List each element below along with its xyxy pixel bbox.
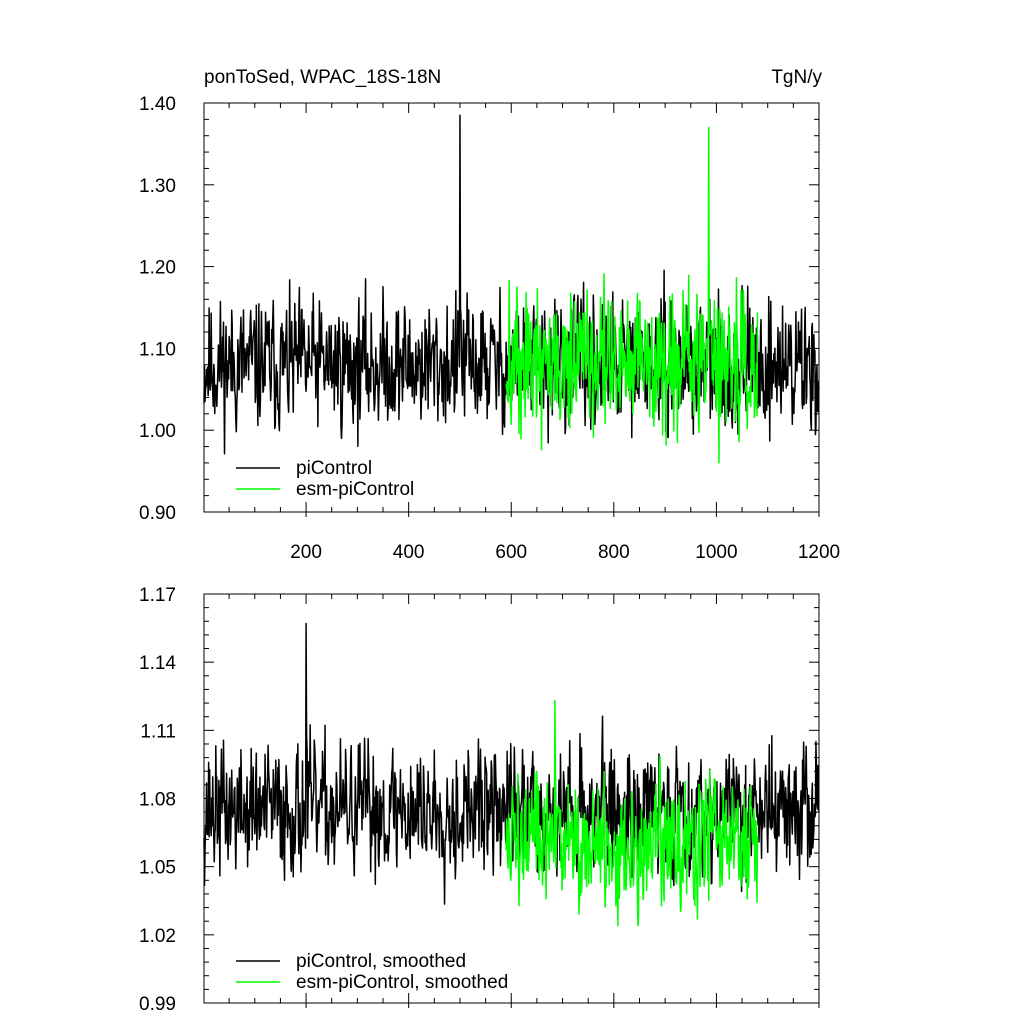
y-tick-label: 1.40 xyxy=(139,94,176,115)
y-tick-label: 1.14 xyxy=(139,653,176,674)
legend-label-picontrol: piControl xyxy=(296,458,372,479)
bottom-series-esm-picontrol-smoothed xyxy=(505,700,759,927)
y-tick-label: 1.08 xyxy=(139,790,176,811)
y-tick-label: 1.20 xyxy=(139,258,176,279)
bottom-panel: 0.99 1.02 1.05 1.08 1.11 1.14 1.17 piControl, … xyxy=(139,585,820,1015)
top-title-right: TgN/y xyxy=(771,67,822,88)
legend-label-esm-picontrol: esm-piControl xyxy=(296,479,414,500)
y-tick-label: 1.10 xyxy=(139,339,176,360)
x-tick-label: 600 xyxy=(495,542,527,563)
x-tick-label: 800 xyxy=(598,542,630,563)
legend-label-esm-picontrol-smoothed: esm-piControl, smoothed xyxy=(296,972,508,993)
top-series-group xyxy=(203,114,820,464)
x-tick-label: 400 xyxy=(393,542,425,563)
x-tick-label: 1000 xyxy=(695,542,737,563)
y-tick-label: 1.30 xyxy=(139,176,176,197)
bottom-series-group xyxy=(203,622,820,927)
top-title-left: ponToSed, WPAC_18S-18N xyxy=(204,67,441,88)
top-ticks: 0.90 1.00 1.10 1.20 1.30 1.40 200 400 600 800 1000… xyxy=(139,94,840,563)
y-tick-label: 1.00 xyxy=(139,421,176,442)
y-tick-label: 1.02 xyxy=(139,926,176,947)
y-tick-label: 0.90 xyxy=(139,503,176,524)
x-tick-label: 1200 xyxy=(798,542,840,563)
y-tick-label: 1.17 xyxy=(139,585,176,606)
bottom-legend: piControl, smoothed esm-piControl, smoot… xyxy=(236,951,508,993)
y-tick-label: 0.99 xyxy=(139,994,176,1015)
bottom-ticks: 0.99 1.02 1.05 1.08 1.11 1.14 1.17 xyxy=(139,585,820,1015)
top-panel: ponToSed, WPAC_18S-18N TgN/y 0.90 1.00 1.1… xyxy=(139,67,840,563)
top-legend: piControl esm-piControl xyxy=(236,458,414,500)
top-series-esm-picontrol xyxy=(505,126,759,464)
legend-label-picontrol-smoothed: piControl, smoothed xyxy=(296,951,466,972)
y-tick-label: 1.05 xyxy=(139,858,176,879)
x-tick-label: 200 xyxy=(290,542,322,563)
top-plot-frame xyxy=(203,102,820,513)
y-tick-label: 1.11 xyxy=(140,721,176,742)
